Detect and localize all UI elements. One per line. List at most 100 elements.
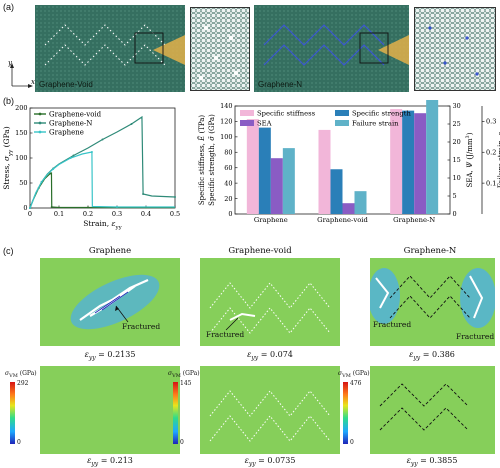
bar-specific-strength <box>402 110 415 214</box>
cbar-min-graphene-n: 0 <box>350 439 354 446</box>
legend-marker <box>38 130 42 134</box>
data-point <box>69 157 72 159</box>
cbar-max-graphene-n: 476 <box>350 380 362 387</box>
data-point <box>90 151 93 153</box>
y-tick-label-right1: 20 <box>453 138 461 146</box>
strain-pre-graphene: εyy = 0.213 <box>87 456 133 468</box>
bar-failure-strain <box>354 191 367 214</box>
cbar-min-graphene: 0 <box>17 439 21 446</box>
n-pattern <box>254 5 409 92</box>
legend-marker <box>38 112 42 116</box>
data-point <box>52 168 55 170</box>
strain-pre-graphene-void: εyy = 0.0735 <box>244 456 296 468</box>
y-tick-label-right1: 15 <box>453 156 461 164</box>
y-tick-label-left: 20 <box>224 195 232 203</box>
y-tick-label-left: 60 <box>224 164 232 172</box>
x-tick-label: 0.1 <box>54 210 64 218</box>
data-point <box>116 206 118 208</box>
x-tick-label: 0 <box>28 210 32 218</box>
series-line-graphene-void <box>29 172 175 209</box>
y-tick-label-left: 0 <box>228 210 232 218</box>
category-label: Graphene-void <box>317 216 368 224</box>
series-line-graphene <box>29 151 175 209</box>
panel-label-a: (a) <box>3 2 14 12</box>
legend-entry: SEA <box>257 120 272 128</box>
cbar-title-graphene-void: σVM (GPa) <box>168 370 200 380</box>
y-tick-label-left: 40 <box>224 179 232 187</box>
data-point <box>40 181 43 183</box>
legend-entry: Graphene-N <box>49 120 92 128</box>
legend-entry: Specific strength <box>352 110 411 118</box>
graphene-n-label: Graphene-N <box>258 80 303 89</box>
col-title-graphene-void: Graphene-void <box>228 246 292 256</box>
legend-marker <box>38 121 42 125</box>
x-axis-label: Strain, εyy <box>83 219 122 231</box>
y-tick-label: 50 <box>19 179 27 187</box>
bar-specific-stiffness <box>390 109 403 214</box>
bar-specific-strength <box>330 169 343 214</box>
axis-x-label: x <box>31 78 35 86</box>
y-tick-label-right1: 30 <box>453 102 461 110</box>
bar-failure-strain <box>426 100 439 214</box>
properties-bar-chart: 0 20 40 60 80 100 120 140 0 5 10 15 20 25 30 0.1 0.2 0.3 G… <box>197 100 500 224</box>
data-point <box>130 123 133 125</box>
y-tick-label: 0 <box>23 204 27 212</box>
colorbar-graphene-n <box>343 382 348 444</box>
sim-graphene-n-fractured: Fractured Fractured <box>370 258 495 346</box>
y-axis-label: Stress, σyy (GPa) <box>2 126 14 189</box>
graphene-void-inset <box>190 7 250 91</box>
data-point <box>29 207 31 209</box>
data-point <box>50 206 53 208</box>
graphene-void-sheet: Graphene-Void <box>35 5 185 92</box>
colorbar-graphene <box>10 382 15 444</box>
y-axis-label-failure-strain: Failure strain, ε <box>497 132 500 188</box>
graphene-n-inset <box>414 7 496 91</box>
col-title-graphene-n: Graphene-N <box>403 246 457 256</box>
category-label: Graphene <box>254 216 288 224</box>
y-axis-label-sea: SEA, Ψ (J/mm3) <box>465 132 474 187</box>
y-axis-label-stiffness: Specific stiffness, Ē (TPa) <box>197 115 206 206</box>
legend-entry: Graphene-void <box>49 111 102 119</box>
fractured-label-graphene: Fractured <box>122 322 161 331</box>
graphene-n-sheet: Graphene-N <box>254 5 409 92</box>
y-tick-label: 200 <box>15 104 27 112</box>
legend-entry: Graphene <box>49 129 84 137</box>
sim-graphene-void-fractured: Fractured <box>200 258 340 346</box>
panel-a: y x Graphene-Void <box>0 0 500 96</box>
y-tick-label-left: 100 <box>220 133 232 141</box>
sim-graphene-pre <box>40 366 180 454</box>
cbar-max-graphene: 292 <box>17 380 29 387</box>
cbar-title-graphene: σVM (GPa) <box>5 370 37 380</box>
bar-specific-stiffness <box>246 119 259 214</box>
sim-graphene-void-pre <box>200 366 340 454</box>
y-tick-label-left: 140 <box>220 102 232 110</box>
data-point <box>101 138 104 141</box>
category-label: Graphene-N <box>393 216 435 224</box>
stress-strain-chart: 0 0.1 0.2 0.3 0.4 0.5 0 50 100 150 200 Graphene-voi… <box>2 104 180 231</box>
data-point <box>174 196 176 198</box>
col-title-graphene: Graphene <box>88 246 132 256</box>
x-tick-label: 0.4 <box>141 210 151 218</box>
strain-pre-graphene-n: εyy = 0.3855 <box>406 456 458 468</box>
fractured-label-graphene-void: Fractured <box>206 330 245 339</box>
legend-swatch <box>335 110 349 116</box>
strain-fractured-graphene-void: εyy = 0.074 <box>247 350 293 362</box>
bar-failure-strain <box>282 148 295 214</box>
void-pattern <box>35 5 185 92</box>
sim-graphene-fractured: Fractured <box>40 258 180 346</box>
y-tick-label-left: 120 <box>220 118 232 126</box>
y-axis-label-strength: Specific strength, σ̄ (GPa) <box>208 114 216 206</box>
y-tick-label: 150 <box>15 129 27 137</box>
bar-sea <box>414 113 427 214</box>
y-tick-label-right2: 0.1 <box>486 179 496 187</box>
legend-swatch <box>335 120 349 126</box>
y-tick-label-right1: 5 <box>453 192 457 200</box>
y-tick-label-right1: 10 <box>453 174 461 182</box>
axis-y-label: y <box>8 60 13 67</box>
panel-label-b: (b) <box>3 96 14 106</box>
fractured-label-graphene-n-right: Fractured <box>456 332 495 341</box>
bar-sea <box>342 203 355 214</box>
x-tick-label: 0.2 <box>83 210 93 218</box>
legend-swatch <box>240 120 254 126</box>
y-tick-label-right2: 0.2 <box>486 148 496 156</box>
